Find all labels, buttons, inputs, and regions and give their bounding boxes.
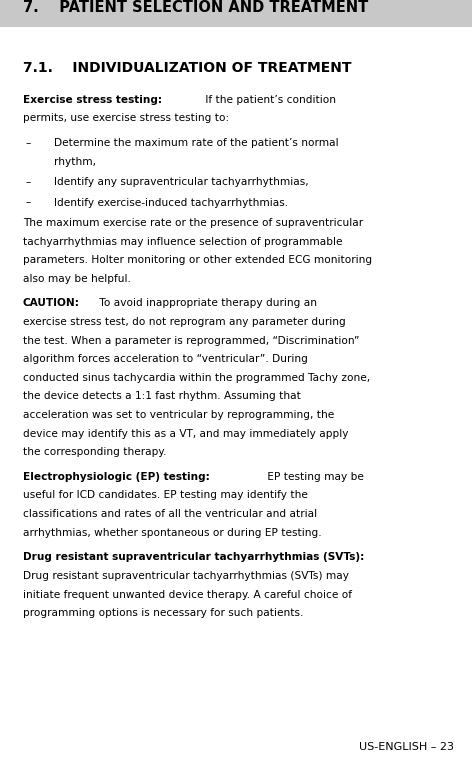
Text: 7.    PATIENT SELECTION AND TREATMENT: 7. PATIENT SELECTION AND TREATMENT: [23, 0, 368, 15]
Text: also may be helpful.: also may be helpful.: [23, 274, 131, 284]
Text: 7.1.    INDIVIDUALIZATION OF TREATMENT: 7.1. INDIVIDUALIZATION OF TREATMENT: [23, 61, 351, 75]
Text: permits, use exercise stress testing to:: permits, use exercise stress testing to:: [23, 113, 229, 124]
Text: the device detects a 1:1 fast rhythm. Assuming that: the device detects a 1:1 fast rhythm. As…: [23, 392, 301, 402]
Text: If the patient’s condition: If the patient’s condition: [202, 95, 336, 105]
Text: parameters. Holter monitoring or other extended ECG monitoring: parameters. Holter monitoring or other e…: [23, 255, 372, 265]
Text: rhythm,: rhythm,: [54, 156, 96, 167]
Text: Identify any supraventricular tachyarrhythmias,: Identify any supraventricular tachyarrhy…: [54, 177, 309, 187]
Text: Identify exercise-induced tachyarrhythmias.: Identify exercise-induced tachyarrhythmi…: [54, 197, 288, 207]
Text: conducted sinus tachycardia within the programmed Tachy zone,: conducted sinus tachycardia within the p…: [23, 373, 370, 383]
Text: US-ENGLISH – 23: US-ENGLISH – 23: [359, 742, 454, 752]
Text: algorithm forces acceleration to “ventricular”. During: algorithm forces acceleration to “ventri…: [23, 354, 308, 364]
Text: –: –: [26, 197, 31, 207]
Text: acceleration was set to ventricular by reprogramming, the: acceleration was set to ventricular by r…: [23, 410, 334, 420]
Text: device may identify this as a VT, and may immediately apply: device may identify this as a VT, and ma…: [23, 429, 348, 439]
Text: Electrophysiologic (EP) testing:: Electrophysiologic (EP) testing:: [23, 472, 210, 482]
Text: initiate frequent unwanted device therapy. A careful choice of: initiate frequent unwanted device therap…: [23, 590, 352, 600]
Text: useful for ICD candidates. EP testing may identify the: useful for ICD candidates. EP testing ma…: [23, 490, 308, 500]
Text: tachyarrhythmias may influence selection of programmable: tachyarrhythmias may influence selection…: [23, 237, 342, 247]
Text: exercise stress test, do not reprogram any parameter during: exercise stress test, do not reprogram a…: [23, 317, 346, 327]
Text: arrhythmias, whether spontaneous or during EP testing.: arrhythmias, whether spontaneous or duri…: [23, 528, 321, 537]
Text: the test. When a parameter is reprogrammed, “Discrimination”: the test. When a parameter is reprogramm…: [23, 335, 359, 345]
Text: The maximum exercise rate or the presence of supraventricular: The maximum exercise rate or the presenc…: [23, 218, 363, 228]
Text: –: –: [26, 138, 31, 148]
Text: Drug resistant supraventricular tachyarrhythmias (SVTs) may: Drug resistant supraventricular tachyarr…: [23, 571, 349, 581]
Text: Drug resistant supraventricular tachyarrhythmias (SVTs):: Drug resistant supraventricular tachyarr…: [23, 553, 364, 562]
Text: the corresponding therapy.: the corresponding therapy.: [23, 447, 166, 457]
Text: EP testing may be: EP testing may be: [264, 472, 363, 482]
Text: classifications and rates of all the ventricular and atrial: classifications and rates of all the ven…: [23, 509, 317, 519]
Text: To avoid inappropriate therapy during an: To avoid inappropriate therapy during an: [96, 298, 317, 308]
Text: Exercise stress testing:: Exercise stress testing:: [23, 95, 162, 105]
Text: programming options is necessary for such patients.: programming options is necessary for suc…: [23, 608, 303, 618]
Text: Determine the maximum rate of the patient’s normal: Determine the maximum rate of the patien…: [54, 138, 339, 148]
Text: –: –: [26, 177, 31, 187]
Text: CAUTION:: CAUTION:: [23, 298, 80, 308]
FancyBboxPatch shape: [0, 0, 472, 27]
